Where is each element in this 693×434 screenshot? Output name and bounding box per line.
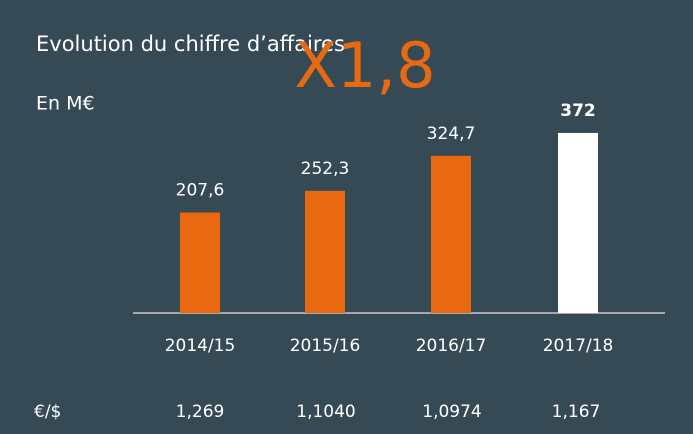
value-label: 324,7: [427, 124, 476, 144]
chart-subtitle: En M€: [36, 93, 95, 115]
bar: [305, 190, 345, 313]
exchange-rate: 1,167: [552, 402, 601, 422]
chart-title: Evolution du chiffre d’affaires: [36, 32, 345, 56]
x-tick-label: 2014/15: [165, 336, 236, 356]
x-tick-label: 2017/18: [543, 336, 614, 356]
bar: [180, 212, 220, 313]
value-label: 372: [560, 101, 596, 121]
annotation: X1,8: [294, 29, 435, 102]
exchange-rate: 1,1040: [296, 402, 355, 422]
exchange-rate: 1,269: [176, 402, 225, 422]
value-label: 207,6: [176, 181, 225, 201]
exchange-rate: 1,0974: [422, 402, 481, 422]
bar: [558, 132, 598, 313]
value-label: 252,3: [301, 159, 350, 179]
x-tick-label: 2016/17: [416, 336, 487, 356]
row-label: €/$: [34, 402, 61, 422]
x-tick-label: 2015/16: [290, 336, 361, 356]
bar: [431, 155, 471, 313]
